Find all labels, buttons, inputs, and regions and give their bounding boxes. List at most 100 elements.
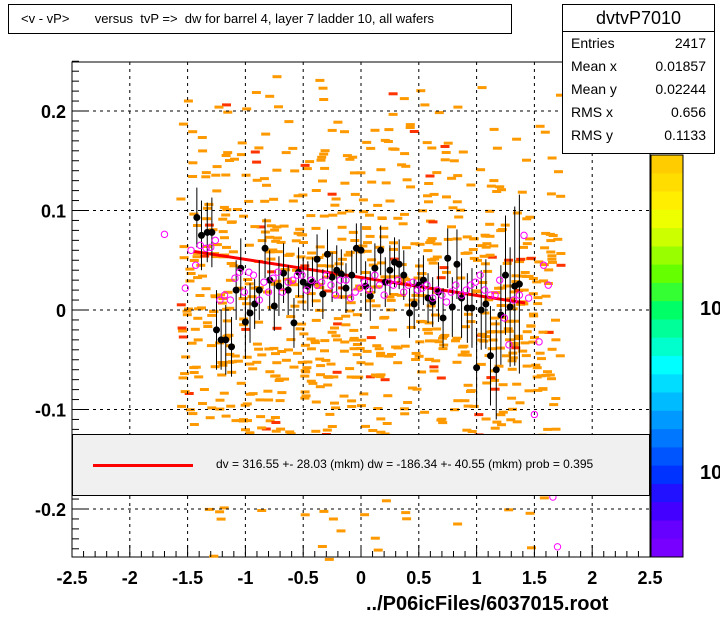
hist-bin (198, 402, 207, 405)
hist-bin (356, 361, 366, 365)
hist-bin (533, 388, 543, 392)
hist-bin (318, 86, 328, 90)
data-point-magenta (500, 314, 509, 322)
hist-bin (509, 290, 519, 294)
hist-bin (286, 432, 296, 436)
data-point-magenta (509, 296, 518, 304)
hist-bin (406, 325, 416, 329)
hist-bin (533, 296, 543, 300)
hist-bin (257, 239, 267, 243)
hist-bin (250, 286, 260, 290)
hist-bin (506, 418, 516, 422)
hist-bin (415, 242, 425, 246)
hist-bin (363, 241, 372, 245)
hist-bin (490, 378, 500, 382)
hist-bin (176, 197, 186, 201)
hist-bin (276, 240, 286, 244)
data-point-magenta (365, 286, 373, 294)
hist-bin (221, 154, 231, 157)
hist-bin (212, 189, 222, 193)
hist-bin (360, 513, 370, 517)
hist-bin (491, 291, 501, 295)
x-tick-label: 1 (472, 568, 482, 588)
hist-bin (508, 351, 518, 355)
hist-bin (468, 248, 478, 251)
hist-bin (512, 420, 522, 424)
hist-bin (478, 332, 487, 336)
palette-cell (651, 209, 683, 229)
hist-bin (254, 320, 264, 324)
hist-bin (211, 255, 221, 259)
data-point-black (237, 264, 245, 272)
hist-bin (218, 230, 228, 234)
hist-bin (252, 178, 262, 182)
data-point-magenta (491, 291, 499, 299)
hist-bin (178, 335, 188, 339)
hist-bin (293, 231, 303, 235)
data-point-black (241, 318, 249, 326)
hist-bin (219, 506, 229, 510)
hist-bin (187, 341, 197, 345)
data-point-magenta (336, 276, 344, 284)
hist-bin (223, 110, 233, 114)
stats-label: Mean x (571, 58, 617, 74)
hist-bin (316, 364, 326, 368)
hist-bin (497, 330, 506, 334)
hist-bin (368, 429, 378, 432)
hist-bin (232, 208, 242, 211)
hist-bin (202, 217, 212, 221)
y-tick-label: 0.2 (41, 102, 66, 122)
hist-bin (337, 211, 347, 215)
hist-bin (260, 199, 270, 203)
hist-bin (248, 367, 258, 371)
hist-bin (424, 321, 434, 325)
data-point-magenta (496, 276, 504, 284)
hist-bin (453, 105, 463, 109)
hist-bin (330, 326, 339, 330)
hist-bin (315, 385, 325, 389)
hist-bin (379, 226, 389, 230)
hist-bin (231, 419, 241, 423)
hist-bin (200, 254, 210, 258)
data-point-magenta (553, 543, 562, 551)
hist-bin (361, 424, 370, 428)
hist-bin (347, 399, 357, 403)
data-point-black (406, 309, 414, 317)
hist-bin (289, 365, 299, 369)
hist-bin (513, 334, 523, 338)
hist-bin (365, 234, 375, 238)
hist-bin (207, 406, 217, 410)
x-tick-label: 2.5 (637, 568, 662, 588)
hist-bin (405, 123, 415, 127)
hist-bin (184, 307, 193, 311)
hist-bin (521, 274, 531, 278)
hist-bin (427, 258, 437, 262)
hist-bin (317, 155, 327, 159)
hist-bin (373, 407, 383, 410)
hist-bin (270, 416, 280, 419)
hist-bin (380, 378, 390, 382)
hist-bin (502, 261, 512, 265)
hist-bin (492, 190, 502, 193)
hist-bin (420, 103, 430, 107)
data-point-magenta (360, 278, 369, 286)
hist-bin (314, 283, 324, 287)
hist-bin (366, 336, 376, 340)
hist-bin (376, 430, 386, 434)
data-point-black (439, 314, 447, 322)
hist-bin (345, 250, 355, 254)
data-point-black (486, 352, 494, 360)
hist-bin (525, 511, 535, 515)
hist-bin (496, 229, 506, 233)
hist-bin (370, 373, 380, 377)
hist-bin (193, 224, 202, 227)
hist-bin (429, 192, 439, 196)
hist-bin (512, 137, 522, 141)
hist-bin (185, 267, 195, 271)
hist-bin (364, 362, 374, 366)
hist-bin (441, 151, 451, 154)
hist-bin (410, 242, 420, 246)
stats-name: dvtvP7010 (563, 5, 714, 32)
hist-bin (316, 158, 326, 162)
hist-bin (377, 261, 387, 265)
